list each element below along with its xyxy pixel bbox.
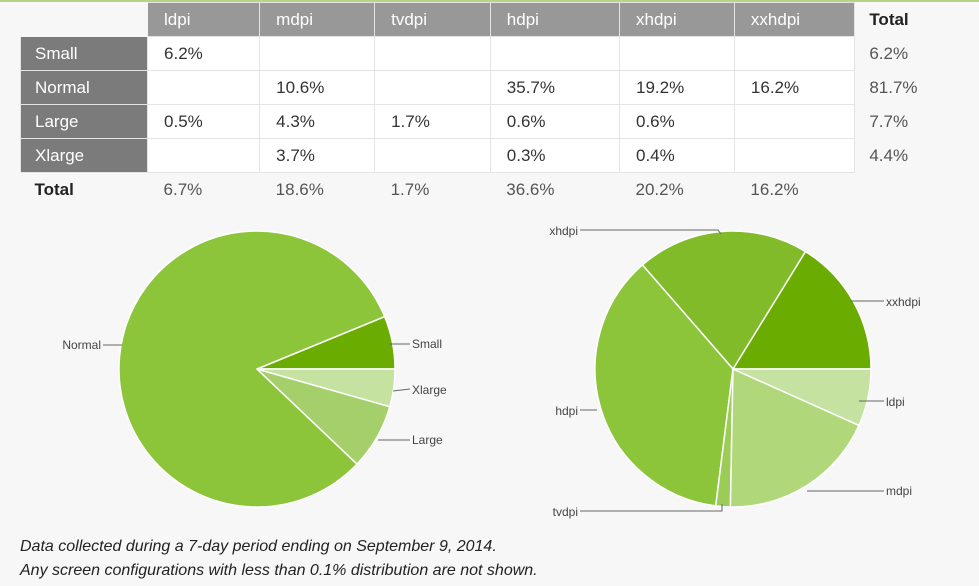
column-total: 36.6% bbox=[490, 172, 620, 206]
table-total-row: Total 6.7% 18.6% 1.7% 36.6% 20.2% 16.2% bbox=[20, 172, 979, 206]
row-total: 7.7% bbox=[854, 104, 979, 139]
pie-label-large: Large bbox=[412, 433, 443, 447]
table-cell: 10.6% bbox=[259, 70, 376, 105]
pie-label-hdpi: hdpi bbox=[555, 404, 578, 418]
pie-label-small: Small bbox=[412, 337, 442, 351]
row-header: Normal bbox=[19, 70, 149, 105]
column-header: xxhdpi bbox=[733, 2, 856, 37]
row-header: Small bbox=[19, 36, 149, 71]
table-cell: 3.7% bbox=[259, 138, 376, 173]
footnote-threshold: Any screen configurations with less than… bbox=[20, 562, 538, 579]
pie-slice-xlarge bbox=[256, 368, 396, 408]
pie-label-normal: Normal bbox=[62, 338, 101, 352]
pie-slice-xxhdpi bbox=[731, 250, 872, 370]
pie-slice-hdpi bbox=[594, 263, 734, 507]
table-cell: 0.3% bbox=[489, 138, 620, 173]
table-cell bbox=[147, 70, 261, 105]
table-cell: 0.5% bbox=[147, 104, 261, 139]
row-header: Large bbox=[19, 104, 149, 139]
table-row: Large 0.5% 4.3% 1.7% 0.6% 0.6% 7.7% bbox=[19, 104, 979, 139]
column-header: mdpi bbox=[259, 2, 376, 37]
column-total: 6.7% bbox=[147, 172, 260, 206]
table-cell: 19.2% bbox=[618, 70, 735, 105]
pie-label-xxhdpi: xxhdpi bbox=[886, 295, 921, 309]
table-cell bbox=[618, 36, 735, 71]
column-total: 1.7% bbox=[374, 172, 491, 206]
pie-label-mdpi: mdpi bbox=[886, 484, 912, 498]
pie-leader-tvdpi bbox=[580, 504, 723, 512]
table-row: Normal 10.6% 35.7% 19.2% 16.2% 81.7% bbox=[19, 70, 979, 105]
table-cell: 4.3% bbox=[259, 104, 376, 139]
column-header: ldpi bbox=[147, 2, 261, 37]
pie-slice-xhdpi bbox=[641, 230, 807, 371]
density-pie-chart: xxhdpi xhdpi hdpi tvdpi mdpi ldpi bbox=[549, 224, 921, 519]
table-cell bbox=[489, 36, 620, 71]
row-total: 81.7% bbox=[854, 70, 979, 105]
row-total: 6.2% bbox=[854, 36, 979, 71]
top-accent-line bbox=[0, 0, 979, 2]
table-cell: 0.6% bbox=[489, 104, 620, 139]
table-cell bbox=[374, 36, 491, 71]
pie-slice-mdpi bbox=[729, 367, 860, 508]
row-header: Xlarge bbox=[19, 138, 149, 173]
pie-leader-xlarge bbox=[392, 388, 411, 392]
table-cell: 6.2% bbox=[147, 36, 261, 71]
pie-leader-xhdpi bbox=[580, 229, 722, 235]
pie-slice-ldpi bbox=[732, 368, 872, 427]
table-row: Xlarge 3.7% 0.3% 0.4% 4.4% bbox=[19, 138, 979, 173]
column-total: 20.2% bbox=[619, 172, 735, 206]
column-total-empty bbox=[854, 172, 979, 206]
table-cell: 0.4% bbox=[618, 138, 735, 173]
table-row: Small 6.2% 6.2% bbox=[19, 36, 979, 71]
table-cell bbox=[259, 36, 376, 71]
screen-size-pie-chart: Small Normal Large Xlarge bbox=[62, 230, 447, 508]
column-total: 18.6% bbox=[259, 172, 375, 206]
column-total: 16.2% bbox=[734, 172, 855, 206]
table-cell bbox=[374, 70, 491, 105]
pie-label-tvdpi: tvdpi bbox=[553, 505, 578, 519]
distribution-table: ldpi mdpi tvdpi hdpi xhdpi xxhdpi Total … bbox=[19, 2, 979, 206]
table-header-row: ldpi mdpi tvdpi hdpi xhdpi xxhdpi Total bbox=[19, 2, 979, 37]
column-header: xhdpi bbox=[618, 2, 735, 37]
pie-label-xhdpi: xhdpi bbox=[549, 224, 578, 238]
pie-slice-normal bbox=[118, 230, 386, 508]
pie-label-xlarge: Xlarge bbox=[412, 383, 447, 397]
table-cell bbox=[733, 36, 856, 71]
column-header: hdpi bbox=[489, 2, 620, 37]
table-cell bbox=[374, 138, 491, 173]
total-column-header: Total bbox=[854, 2, 979, 37]
row-total: 4.4% bbox=[854, 138, 979, 173]
table-cell bbox=[733, 104, 856, 139]
table-cell: 16.2% bbox=[733, 70, 856, 105]
table-cell: 1.7% bbox=[374, 104, 491, 139]
table-cell bbox=[147, 138, 261, 173]
table-cell bbox=[733, 138, 856, 173]
table-cell: 0.6% bbox=[618, 104, 735, 139]
footnote-collection-period: Data collected during a 7-day period end… bbox=[20, 538, 497, 555]
column-header: tvdpi bbox=[374, 2, 491, 37]
table-cell: 35.7% bbox=[489, 70, 620, 105]
table-corner bbox=[19, 2, 149, 37]
total-row-header: Total bbox=[20, 172, 148, 206]
pie-label-ldpi: ldpi bbox=[886, 395, 905, 409]
